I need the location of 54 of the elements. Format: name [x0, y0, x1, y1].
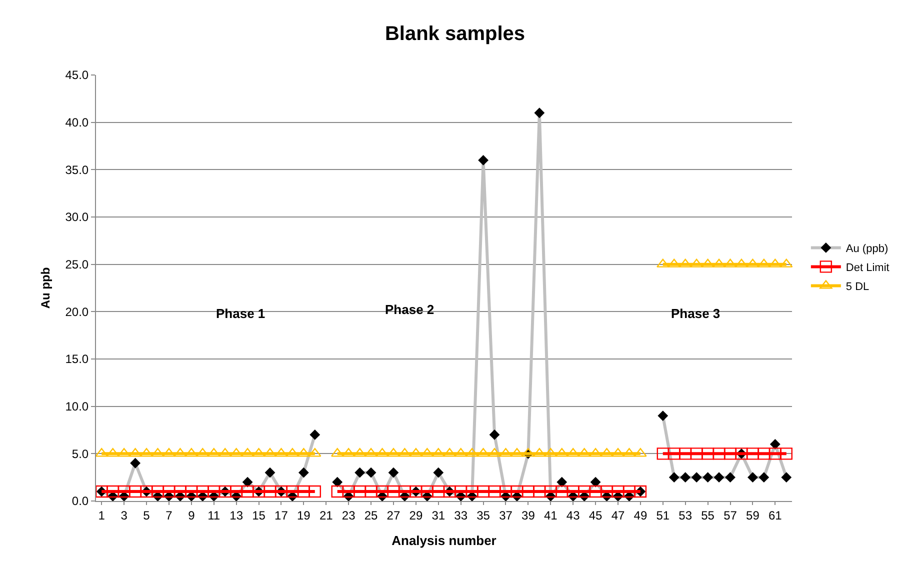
x-tick-label: 13	[230, 508, 244, 522]
legend-label: Det Limit	[846, 262, 890, 274]
x-tick-label: 61	[768, 508, 782, 522]
y-tick-label: 40.0	[65, 116, 89, 130]
x-tick-label: 7	[166, 508, 173, 522]
x-tick-label: 45	[588, 508, 603, 522]
x-tick-label: 3	[120, 508, 128, 522]
x-axis-title: Analysis number	[392, 533, 496, 548]
x-tick-label: 59	[746, 508, 760, 522]
x-tick-label: 31	[432, 508, 446, 522]
x-tick-label: 1	[98, 508, 106, 522]
y-tick-label: 15.0	[65, 352, 89, 366]
x-tick-label: 29	[409, 508, 423, 522]
x-tick-label: 55	[701, 508, 715, 522]
legend-label: Au (ppb)	[846, 242, 888, 255]
x-tick-label: 51	[656, 508, 670, 522]
x-tick-label: 21	[319, 508, 334, 522]
x-tick-label: 47	[611, 508, 625, 522]
x-tick-label: 53	[678, 508, 692, 522]
point	[658, 410, 668, 421]
x-tick-label: 11	[208, 508, 220, 522]
x-tick-label: 19	[297, 508, 311, 522]
annotation: Phase 3	[671, 306, 720, 321]
y-tick-label: 25.0	[65, 258, 89, 272]
y-tick-label: 0.0	[72, 494, 89, 508]
x-tick-label: 33	[454, 508, 468, 522]
y-tick-label: 10.0	[65, 400, 89, 414]
x-tick-label: 35	[476, 508, 490, 522]
x-tick-label: 57	[724, 508, 738, 522]
x-tick-label: 15	[252, 508, 266, 522]
annotation: Phase 1	[216, 306, 266, 321]
x-tick-label: 27	[386, 508, 400, 522]
x-tick-label: 25	[364, 508, 378, 522]
point	[489, 430, 500, 440]
point	[310, 430, 320, 440]
x-tick-label: 49	[634, 508, 648, 522]
annotation: Phase 2	[385, 302, 434, 317]
x-tick-label: 37	[499, 508, 513, 522]
y-tick-label: 5.0	[72, 446, 89, 461]
point	[770, 439, 780, 450]
y-tick-label: 35.0	[65, 162, 89, 177]
legend-label: 5 DL	[846, 280, 870, 293]
y-axis-title: Au ppb	[38, 267, 53, 309]
x-tick-label: 17	[274, 508, 288, 522]
x-tick-label: 39	[522, 508, 536, 522]
y-tick-label: 30.0	[65, 210, 89, 224]
x-tick-label: 43	[566, 508, 580, 522]
x-tick-label: 9	[188, 508, 196, 522]
chart-title: Blank samples	[384, 22, 526, 45]
y-tick-label: 20.0	[65, 304, 89, 319]
x-tick-label: 23	[342, 508, 356, 522]
x-tick-label: 41	[544, 508, 558, 522]
x-tick-label: 5	[143, 508, 150, 522]
y-tick-label: 45.0	[65, 68, 89, 82]
